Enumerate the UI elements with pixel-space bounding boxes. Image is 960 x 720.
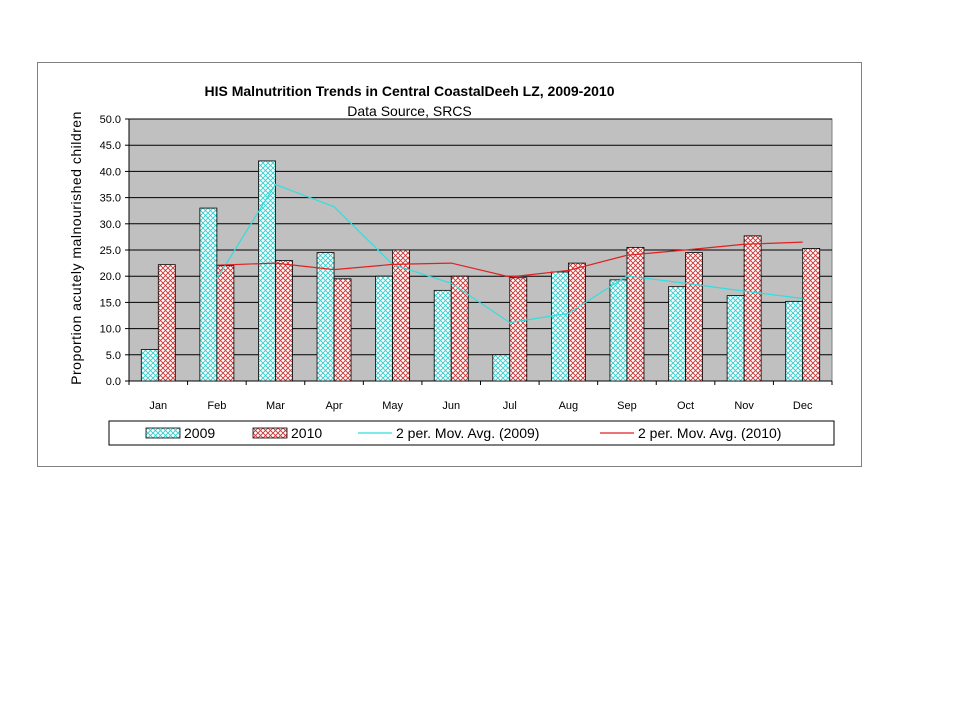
x-tick-label: Nov <box>734 400 754 412</box>
y-axis-label: Proportion acutely malnourished children <box>68 111 84 385</box>
chart-svg: 0.0 5.0 10.0 15.0 20.0 25.0 30.0 35.0 40.0 45.0 50… <box>68 111 835 446</box>
x-tick-label: Mar <box>266 400 285 412</box>
x-tick-label: Sep <box>617 400 637 412</box>
bar-2009-Feb <box>199 207 218 382</box>
legend-label-2009: 2009 <box>184 425 215 441</box>
legend-box <box>108 420 835 446</box>
bar-2010-Apr <box>333 278 352 382</box>
y-tick-label: 0.0 <box>106 376 121 388</box>
bar-2010-Jul <box>509 277 528 382</box>
bar-2010-Jan <box>157 264 176 382</box>
bar-2009-Jul <box>492 354 511 382</box>
y-tick-label: 50.0 <box>100 114 121 126</box>
x-tick-label: May <box>382 400 403 412</box>
legend-swatch-2010 <box>252 427 288 439</box>
chart-title: HIS Malnutrition Trends in Central Coast… <box>204 83 615 99</box>
line-series-2009 <box>216 183 803 324</box>
bar-2009-May <box>375 275 394 382</box>
bar-2010-Nov <box>743 235 762 382</box>
bar-2010-Feb <box>216 265 235 382</box>
y-tick-label: 45.0 <box>100 140 121 152</box>
y-tick-label: 25.0 <box>100 245 121 257</box>
x-tick-label: Jan <box>149 400 167 412</box>
x-tick-label: Oct <box>677 400 694 412</box>
bar-2009-Jan <box>140 349 159 382</box>
bar-2010-May <box>392 249 411 382</box>
bar-2010-Sep <box>626 246 645 382</box>
y-tick-label: 20.0 <box>100 271 121 283</box>
chart-frame: HIS Malnutrition Trends in Central Coast… <box>37 62 862 467</box>
line-series-2010 <box>216 241 803 278</box>
y-tick-label: 5.0 <box>106 350 121 362</box>
bar-2010-Dec <box>802 248 821 382</box>
bar-2009-Jun <box>433 289 452 382</box>
legend-swatch-2009 <box>145 427 181 439</box>
chart-subtitle: Data Source, SRCS <box>347 103 472 119</box>
bar-2010-Oct <box>685 252 703 382</box>
y-tick-label: 35.0 <box>100 193 121 205</box>
x-tick-label: Feb <box>207 400 226 412</box>
y-tick-label: 10.0 <box>100 324 121 336</box>
bar-2009-Nov <box>726 295 745 382</box>
legend-label-line-2: 2 per. Mov. Avg. (2009) <box>396 425 539 441</box>
x-tick-label: Jul <box>503 400 517 412</box>
legend-label-line-3: 2 per. Mov. Avg. (2010) <box>638 425 781 441</box>
bar-2010-Aug <box>567 262 586 382</box>
bar-2009-Sep <box>609 279 628 382</box>
legend-label-2010: 2010 <box>291 425 322 441</box>
y-tick-label: 40.0 <box>100 166 121 178</box>
y-tick-label: 15.0 <box>100 297 121 309</box>
x-tick-label: Jun <box>442 400 460 412</box>
bar-2009-Dec <box>785 300 804 382</box>
bar-2010-Jun <box>450 275 469 382</box>
bar-2009-Mar <box>258 160 276 382</box>
bar-2009-Apr <box>316 252 335 382</box>
y-tick-label: 30.0 <box>100 219 121 231</box>
bar-2009-Aug <box>550 271 569 382</box>
bar-2009-Oct <box>668 286 686 382</box>
x-tick-label: Apr <box>325 400 342 412</box>
x-tick-label: Dec <box>793 400 813 412</box>
x-tick-label: Aug <box>559 400 579 412</box>
bar-2010-Mar <box>275 260 293 382</box>
